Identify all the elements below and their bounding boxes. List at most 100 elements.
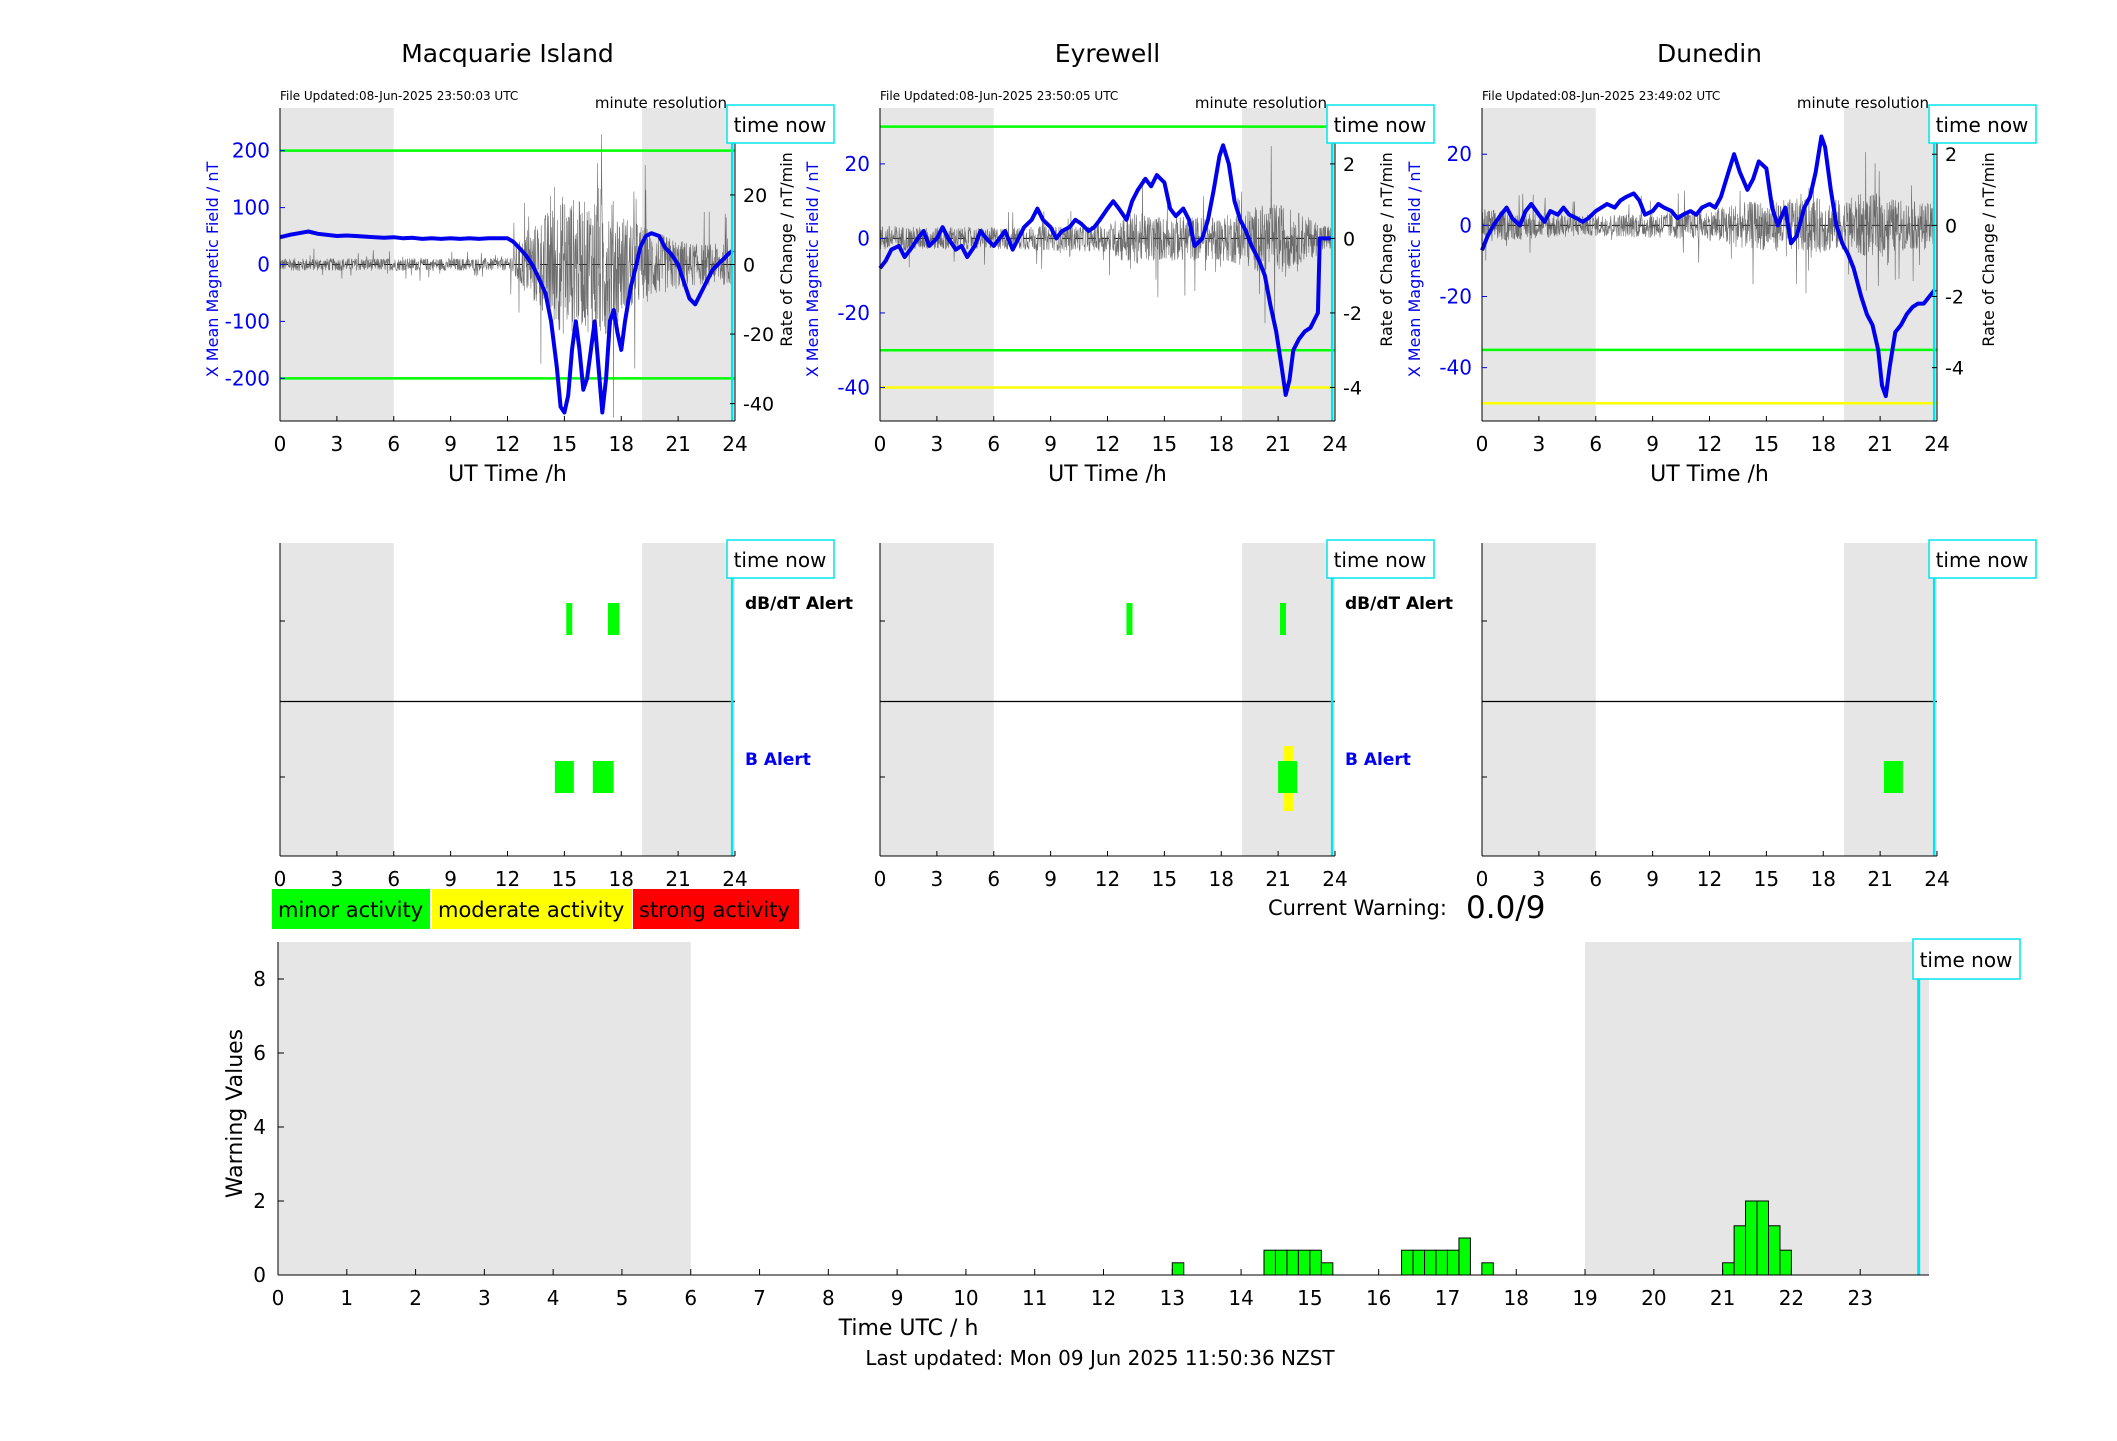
x-tick-label: 15 bbox=[552, 867, 577, 891]
warning-bar-0 bbox=[1171, 1262, 1185, 1276]
x-tick-label: 18 bbox=[1209, 867, 1234, 891]
right-tick-label: -4 bbox=[1343, 377, 1362, 399]
time-now-box bbox=[726, 539, 835, 579]
warning-bar-4 bbox=[1297, 1249, 1311, 1276]
legend-label-2: strong activity bbox=[639, 898, 790, 922]
left-tick-label: -20 bbox=[1439, 285, 1472, 309]
x-axis-label: UT Time /h bbox=[1048, 462, 1167, 487]
b-alert-bar bbox=[1883, 761, 1903, 793]
x-tick-label: 12 bbox=[1095, 867, 1120, 891]
x-tick-label: 3 bbox=[1533, 867, 1546, 891]
y-tick-label: 0 bbox=[253, 1263, 266, 1287]
left-tick-label: 20 bbox=[845, 152, 870, 176]
left-axis-label: X Mean Magnetic Field / nT bbox=[803, 162, 822, 378]
x-tick-label: 15 bbox=[1754, 867, 1779, 891]
y-tick-label: 6 bbox=[253, 1041, 266, 1065]
left-axis-label: X Mean Magnetic Field / nT bbox=[1405, 162, 1424, 378]
right-axis-label: Rate of Change / nT/min bbox=[777, 152, 796, 347]
warning-bar-2 bbox=[1274, 1249, 1288, 1276]
night-shading bbox=[1482, 543, 1596, 856]
time-now-box bbox=[1912, 938, 2021, 980]
x-tick-label: 22 bbox=[1779, 1286, 1804, 1310]
x-tick-label: 7 bbox=[753, 1286, 766, 1310]
x-tick-label: 12 bbox=[495, 867, 520, 891]
x-tick-label: 6 bbox=[387, 867, 400, 891]
x-tick-label: 2 bbox=[409, 1286, 422, 1310]
x-tick-label: 24 bbox=[722, 432, 747, 456]
warning-bar-15 bbox=[1733, 1225, 1747, 1276]
x-tick-label: 3 bbox=[331, 867, 344, 891]
x-tick-label: 24 bbox=[1322, 867, 1347, 891]
magnetic-field-series bbox=[279, 229, 735, 415]
x-tick-label: 6 bbox=[684, 1286, 697, 1310]
file-updated-text: File Updated:08-Jun-2025 23:49:02 UTC bbox=[1482, 89, 1720, 103]
x-tick-label: 6 bbox=[987, 432, 1000, 456]
x-tick-label: 14 bbox=[1228, 1286, 1253, 1310]
left-tick-label: 0 bbox=[257, 253, 270, 277]
last-updated-text: Last updated: Mon 09 Jun 2025 11:50:36 N… bbox=[865, 1346, 1335, 1370]
x-tick-label: 18 bbox=[609, 867, 634, 891]
x-tick-label: 10 bbox=[953, 1286, 978, 1310]
x-tick-label: 0 bbox=[274, 867, 287, 891]
x-tick-label: 0 bbox=[274, 432, 287, 456]
left-tick-label: 100 bbox=[232, 196, 270, 220]
current-warning-label: Current Warning: bbox=[1268, 896, 1447, 920]
station-title: Eyrewell bbox=[1055, 39, 1160, 68]
station-panel-2: Dunedin File Updated:08-Jun-2025 23:49:02… bbox=[1405, 39, 2037, 487]
y-tick-label: 8 bbox=[253, 967, 266, 991]
x-tick-label: 21 bbox=[1265, 867, 1290, 891]
right-axis-label: Rate of Change / nT/min bbox=[1377, 152, 1396, 347]
time-now-label: time now bbox=[1936, 548, 2029, 572]
x-tick-label: 12 bbox=[495, 432, 520, 456]
left-tick-label: -40 bbox=[1439, 356, 1472, 380]
x-tick-label: 12 bbox=[1095, 432, 1120, 456]
dbdt-alert-bar bbox=[1280, 603, 1287, 635]
left-tick-label: 0 bbox=[1459, 213, 1472, 237]
dbdt-alert-bar bbox=[607, 603, 620, 635]
time-now-label: time now bbox=[1936, 113, 2029, 137]
left-axis-label: X Mean Magnetic Field / nT bbox=[203, 162, 222, 378]
x-tick-label: 3 bbox=[931, 432, 944, 456]
right-tick-label: -2 bbox=[1343, 303, 1362, 325]
time-now-label: time now bbox=[1334, 113, 1427, 137]
x-tick-label: 9 bbox=[444, 867, 457, 891]
night-shading bbox=[1482, 108, 1596, 421]
dbdt-alert-bar bbox=[566, 603, 573, 635]
x-tick-label: 18 bbox=[1209, 432, 1234, 456]
b-alert-bar bbox=[592, 761, 614, 793]
x-tick-label: 6 bbox=[1589, 432, 1602, 456]
right-tick-label: 2 bbox=[1945, 144, 1957, 166]
warning-bar-19 bbox=[1779, 1249, 1792, 1276]
x-tick-label: 17 bbox=[1435, 1286, 1460, 1310]
y-axis-label: Warning Values bbox=[223, 1029, 248, 1198]
legend-swatch-0 bbox=[272, 889, 430, 929]
x-tick-label: 21 bbox=[1265, 432, 1290, 456]
x-tick-label: 6 bbox=[1589, 867, 1602, 891]
right-tick-label: 0 bbox=[1945, 215, 1957, 237]
x-tick-label: 3 bbox=[478, 1286, 491, 1310]
warning-bar-5 bbox=[1309, 1249, 1322, 1276]
dbdt-alert-label: dB/dT Alert bbox=[1345, 594, 1453, 614]
x-tick-label: 5 bbox=[616, 1286, 629, 1310]
x-tick-label: 20 bbox=[1641, 1286, 1666, 1310]
rate-of-change-series bbox=[279, 134, 733, 418]
rate-of-change-series bbox=[1481, 151, 1935, 294]
left-tick-label: -200 bbox=[225, 366, 270, 390]
warning-bar-6 bbox=[1320, 1262, 1334, 1276]
x-tick-label: 9 bbox=[1646, 867, 1659, 891]
warning-bar-11 bbox=[1446, 1249, 1460, 1276]
right-tick-label: -4 bbox=[1945, 358, 1964, 380]
warning-bar-8 bbox=[1412, 1249, 1426, 1276]
x-tick-label: 24 bbox=[722, 867, 747, 891]
warning-bar-10 bbox=[1435, 1249, 1448, 1276]
x-tick-label: 18 bbox=[1811, 867, 1836, 891]
x-tick-label: 15 bbox=[1152, 432, 1177, 456]
time-now-label: time now bbox=[734, 548, 827, 572]
x-tick-label: 3 bbox=[1533, 432, 1546, 456]
warning-bar-16 bbox=[1745, 1200, 1758, 1276]
right-tick-label: -2 bbox=[1945, 287, 1964, 309]
x-tick-label: 9 bbox=[1044, 432, 1057, 456]
x-axis-label: UT Time /h bbox=[448, 462, 567, 487]
